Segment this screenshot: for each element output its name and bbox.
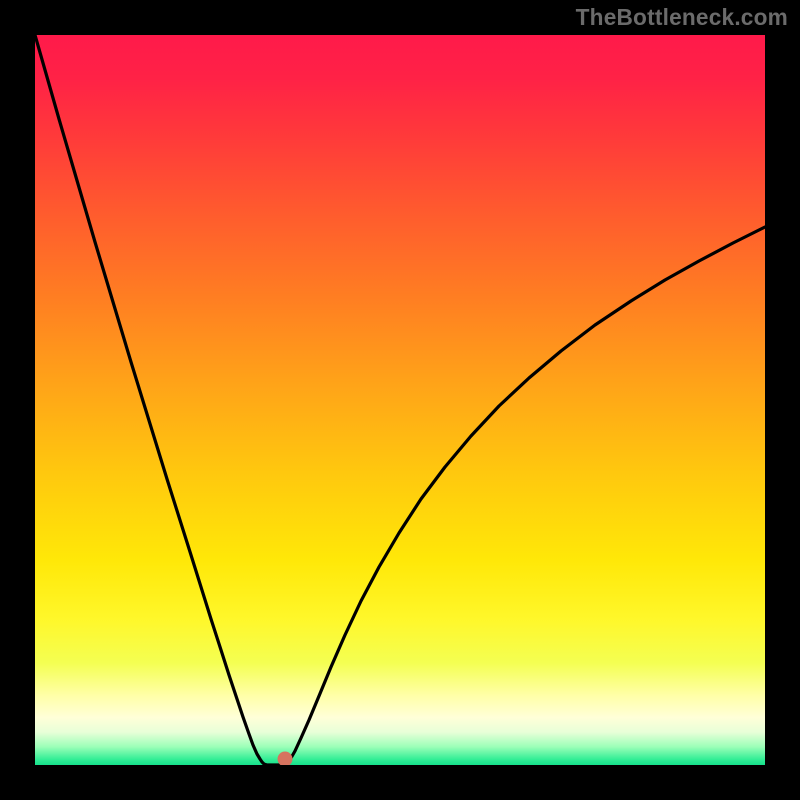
watermark-text: TheBottleneck.com [576,4,788,31]
bottleneck-curve [35,35,765,765]
chart-frame: TheBottleneck.com [0,0,800,800]
curve-layer [35,35,765,765]
plot-area [35,35,765,765]
optimum-marker [278,752,293,766]
